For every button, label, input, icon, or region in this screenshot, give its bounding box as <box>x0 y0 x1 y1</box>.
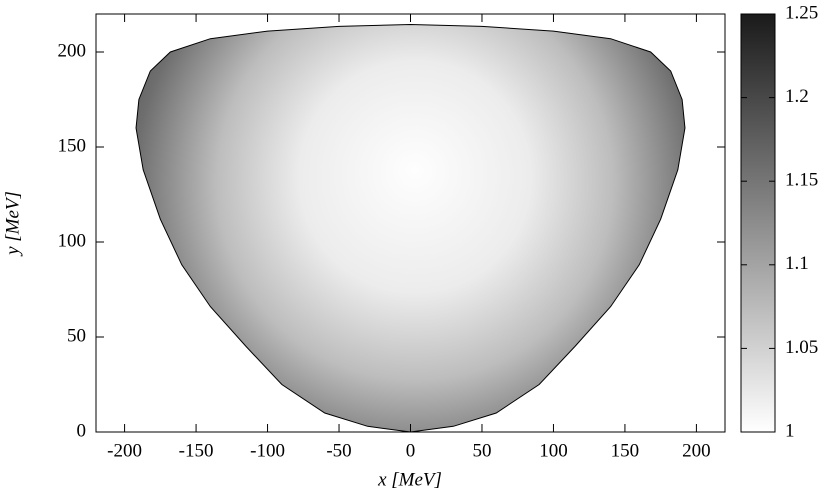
colorbar <box>740 13 776 433</box>
x-tick-label: 50 <box>472 440 491 461</box>
y-axis-label: y [MeV] <box>2 191 23 257</box>
x-axis-label: x [MeV] <box>377 469 442 490</box>
dalitz-region <box>135 23 686 433</box>
colorbar-tick-label: 1 <box>785 420 795 441</box>
colorbar-tick-label: 1.2 <box>785 86 809 107</box>
x-tick-label: -150 <box>179 440 214 461</box>
y-tick-label: 50 <box>67 325 86 346</box>
x-tick-label: -200 <box>107 440 142 461</box>
x-tick-label: -100 <box>250 440 285 461</box>
colorbar-tick-label: 1.05 <box>785 337 818 358</box>
x-tick-label: 200 <box>682 440 711 461</box>
colorbar-tick-label: 1.15 <box>785 170 818 191</box>
colorbar-tick-label: 1.25 <box>785 2 818 23</box>
colorbar-tick-label: 1.1 <box>785 253 809 274</box>
y-tick-label: 100 <box>58 230 87 251</box>
y-tick-label: 150 <box>58 135 87 156</box>
x-tick-label: 0 <box>406 440 416 461</box>
y-tick-label: 200 <box>58 40 87 61</box>
x-tick-label: -50 <box>326 440 351 461</box>
y-tick-label: 0 <box>77 420 87 441</box>
x-tick-label: 150 <box>611 440 640 461</box>
x-tick-label: 100 <box>539 440 568 461</box>
